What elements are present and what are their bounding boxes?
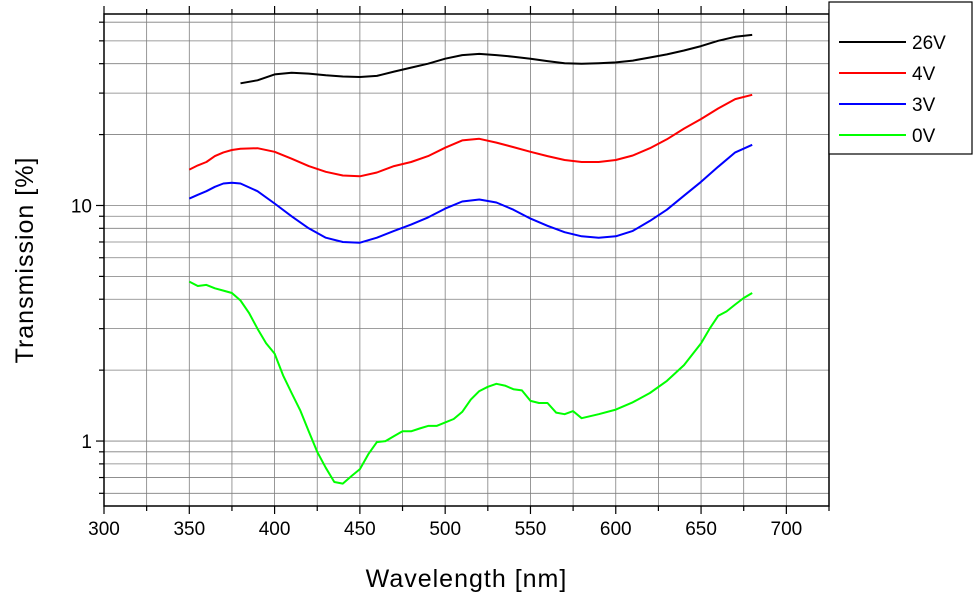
x-tick-label: 450 bbox=[344, 519, 376, 540]
series-line-0v bbox=[188, 280, 753, 485]
x-tick-label: 350 bbox=[173, 519, 205, 540]
series-lines bbox=[188, 33, 753, 485]
axis-ticks bbox=[96, 6, 830, 514]
x-tick-label: 600 bbox=[600, 519, 632, 540]
x-axis-title: Wavelength [nm] bbox=[366, 565, 568, 593]
legend-box bbox=[828, 1, 973, 155]
series-line-3v bbox=[188, 143, 753, 244]
series-line-4v bbox=[188, 93, 753, 178]
x-tick-label: 500 bbox=[429, 519, 461, 540]
x-tick-label: 400 bbox=[259, 519, 291, 540]
x-tick-label: 650 bbox=[685, 519, 717, 540]
y-axis-title: Transmission [%] bbox=[11, 157, 39, 364]
tick-labels: 300 350 400 450 500 550 600 650 700 1 10 bbox=[71, 196, 802, 540]
grid-lines bbox=[104, 14, 829, 506]
plot-frame bbox=[103, 13, 830, 507]
legend-label-3v: 3V bbox=[912, 95, 936, 116]
series-line-26v bbox=[240, 33, 753, 85]
legend: 26V 4V 3V 0V bbox=[828, 1, 973, 155]
y-tick-label: 1 bbox=[81, 432, 92, 453]
x-tick-label: 700 bbox=[771, 519, 803, 540]
legend-label-4v: 4V bbox=[912, 64, 936, 85]
legend-label-0v: 0V bbox=[912, 126, 936, 147]
legend-label-26v: 26V bbox=[912, 33, 946, 54]
x-tick-label: 550 bbox=[515, 519, 547, 540]
y-tick-label: 10 bbox=[71, 196, 92, 217]
x-tick-label: 300 bbox=[88, 519, 120, 540]
